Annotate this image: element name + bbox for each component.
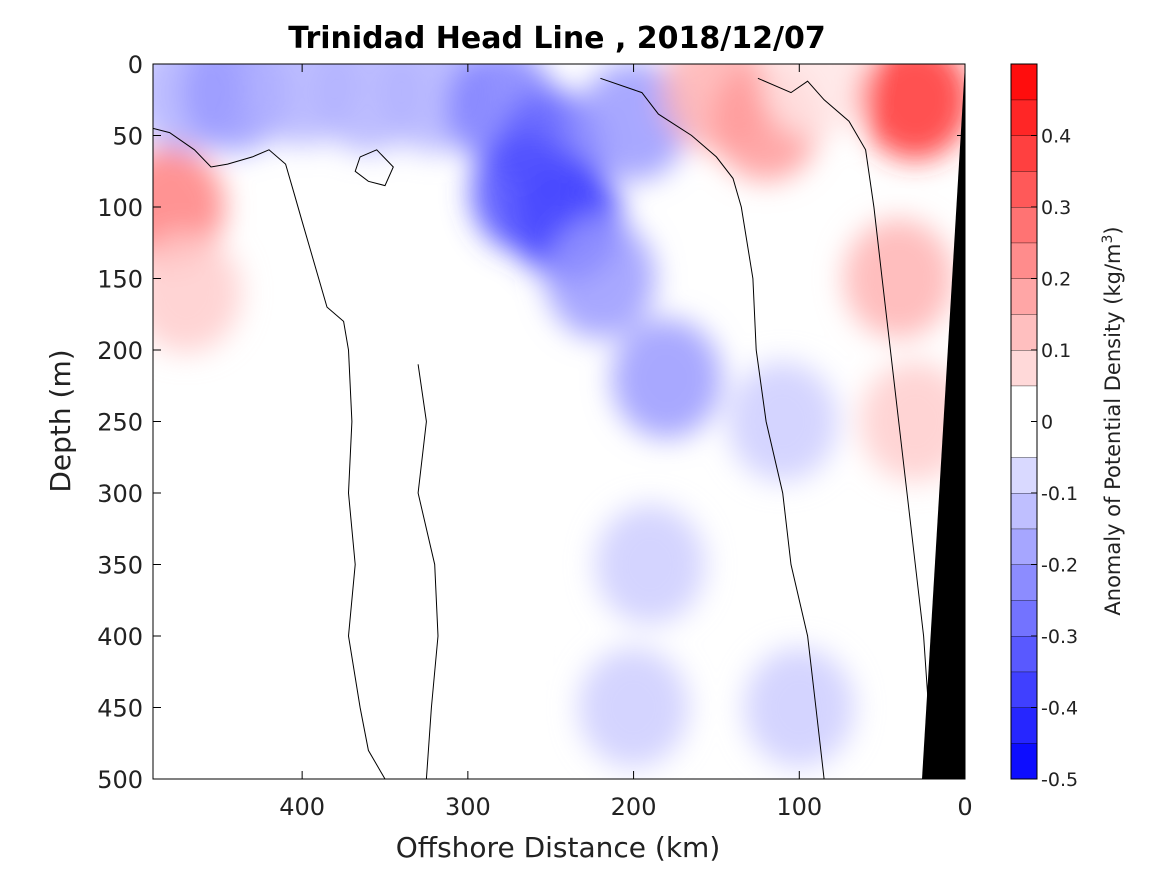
y-tick-label-4: 200 bbox=[97, 337, 143, 365]
x-axis-ticks: 400 300 200 100 0 bbox=[279, 64, 973, 821]
x-tick-label-2: 200 bbox=[611, 793, 657, 821]
x-tick-label-3: 100 bbox=[776, 793, 822, 821]
y-tick-label-6: 300 bbox=[97, 480, 143, 508]
colorbar-band-8 bbox=[1011, 457, 1037, 493]
y-tick-label-9: 450 bbox=[97, 695, 143, 723]
x-tick-label-1: 300 bbox=[445, 793, 491, 821]
field-sample-16 bbox=[760, 64, 871, 139]
y-tick-label-1: 50 bbox=[112, 123, 143, 151]
contour-line-3 bbox=[600, 77, 825, 779]
colorbar-label-sup: 3 bbox=[1100, 235, 1116, 244]
colorbar-tick-label-1: 0.3 bbox=[1041, 197, 1071, 219]
y-axis-label: Depth (m) bbox=[44, 349, 77, 492]
field-sample-25 bbox=[412, 576, 523, 696]
colorbar-label-main: Anomaly of Potential Density (kg/m bbox=[1101, 244, 1125, 616]
y-tick-label-10: 500 bbox=[97, 766, 143, 794]
field-sample-19 bbox=[860, 361, 965, 482]
colorbar-band-15 bbox=[1011, 171, 1037, 207]
colorbar-band-7 bbox=[1011, 493, 1037, 529]
field-sample-9 bbox=[578, 64, 689, 182]
colorbar-tick-label-0: 0.4 bbox=[1041, 126, 1071, 148]
field-sample-24 bbox=[280, 433, 391, 553]
colorbar-tick-label-7: -0.3 bbox=[1041, 626, 1078, 648]
field-sample-10 bbox=[545, 218, 656, 339]
y-tick-label-0: 0 bbox=[128, 51, 143, 79]
colorbar-band-11 bbox=[1011, 314, 1037, 350]
colorbar-tick-label-2: 0.2 bbox=[1041, 269, 1071, 291]
field-sample-17 bbox=[860, 64, 965, 160]
field-sample-11 bbox=[611, 318, 722, 439]
colorbar-ticks: 0.4 0.3 0.2 0.1 0 -0.1 -0.2 -0.3 -0.4 -0.5 bbox=[1031, 126, 1078, 791]
x-tick-label-4: 0 bbox=[957, 793, 972, 821]
field-blobs bbox=[153, 64, 965, 768]
x-tick-label-0: 400 bbox=[279, 793, 325, 821]
x-axis-label: Offshore Distance (km) bbox=[396, 831, 721, 864]
contour-line-1 bbox=[354, 149, 394, 187]
y-tick-label-8: 400 bbox=[97, 623, 143, 651]
colorbar-band-10 bbox=[1011, 350, 1037, 386]
zero-contour bbox=[153, 77, 933, 779]
colorbar-band-1 bbox=[1011, 707, 1037, 744]
contour-line-4 bbox=[757, 77, 933, 779]
density-field bbox=[153, 64, 965, 768]
colorbar-band-12 bbox=[1011, 278, 1037, 315]
field-sample-8 bbox=[470, 132, 581, 253]
y-tick-label-5: 250 bbox=[97, 409, 143, 437]
field-sample-18 bbox=[843, 218, 954, 339]
y-tick-label-3: 150 bbox=[97, 266, 143, 294]
field-sample-21 bbox=[153, 232, 242, 353]
colorbar-band-3 bbox=[1011, 636, 1037, 672]
colorbar-tick-label-6: -0.2 bbox=[1041, 555, 1078, 577]
colorbar-band-17 bbox=[1011, 99, 1037, 136]
colorbar-band-5 bbox=[1011, 564, 1037, 601]
colorbar-band-4 bbox=[1011, 600, 1037, 636]
y-tick-label-7: 350 bbox=[97, 552, 143, 580]
field-sample-22 bbox=[727, 361, 838, 482]
colorbar-tick-label-9: -0.5 bbox=[1041, 769, 1078, 791]
field-sample-23 bbox=[744, 647, 855, 768]
colorbar-tick-label-8: -0.4 bbox=[1041, 698, 1078, 720]
colorbar-band-0 bbox=[1011, 743, 1037, 779]
bathymetry-shelf bbox=[922, 64, 965, 779]
colorbar-band-16 bbox=[1011, 135, 1037, 172]
colorbar-tick-label-4: 0 bbox=[1041, 412, 1053, 434]
colorbar-tick-label-3: 0.1 bbox=[1041, 340, 1071, 362]
field-sample-12 bbox=[595, 504, 706, 625]
y-axis-ticks: 0 50 100 150 200 250 300 350 400 450 500 bbox=[97, 51, 965, 794]
colorbar-band-18 bbox=[1011, 64, 1037, 100]
contour-line-0 bbox=[153, 127, 386, 779]
colorbar-band-13 bbox=[1011, 242, 1037, 279]
colorbar-band-6 bbox=[1011, 528, 1037, 565]
y-tick-label-2: 100 bbox=[97, 194, 143, 222]
contour-line-2 bbox=[417, 364, 439, 779]
colorbar-label-end: ) bbox=[1101, 226, 1125, 234]
colorbar-tick-label-5: -0.1 bbox=[1041, 483, 1078, 505]
colorbar-band-14 bbox=[1011, 207, 1037, 243]
field-sample-13 bbox=[578, 647, 689, 768]
colorbar-band-2 bbox=[1011, 671, 1037, 708]
colorbar-label: Anomaly of Potential Density (kg/m3) bbox=[1100, 226, 1125, 615]
chart-title: Trinidad Head Line , 2018/12/07 bbox=[288, 21, 825, 56]
colorbar bbox=[1010, 63, 1038, 780]
